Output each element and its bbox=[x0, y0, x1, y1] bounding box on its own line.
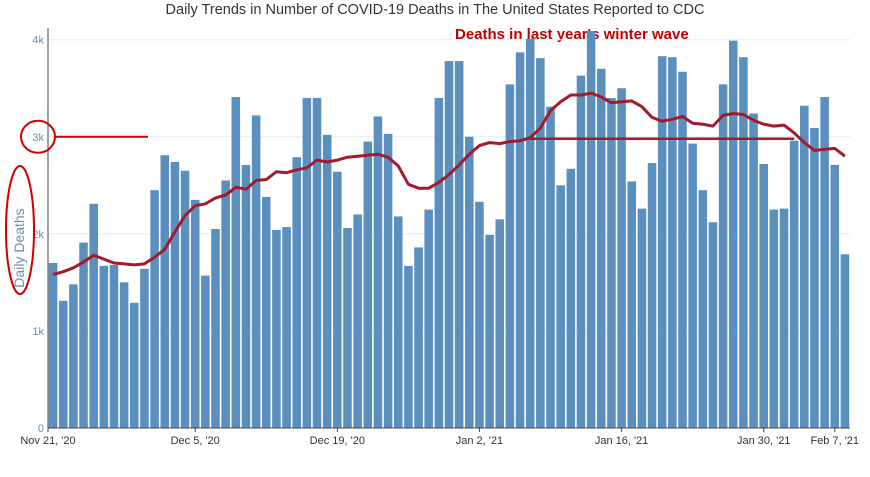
bar bbox=[221, 180, 230, 428]
bar bbox=[688, 143, 697, 428]
y-tick-label: 1k bbox=[32, 326, 44, 338]
bar bbox=[749, 113, 758, 429]
bar bbox=[597, 68, 606, 428]
bar bbox=[99, 265, 109, 428]
bar bbox=[617, 88, 626, 429]
bar bbox=[201, 275, 210, 428]
bar bbox=[373, 116, 383, 429]
bar bbox=[48, 262, 58, 428]
x-tick-label: Jan 30, '21 bbox=[737, 435, 790, 447]
bar bbox=[89, 203, 98, 428]
bar bbox=[130, 302, 139, 428]
bar bbox=[333, 171, 342, 429]
bar bbox=[708, 222, 718, 428]
bar bbox=[485, 234, 494, 428]
bar bbox=[698, 190, 708, 428]
bar bbox=[444, 61, 454, 428]
axes: 0 1k 2k 3k 4k Nov 21, '20 Dec 5, '20 Dec 19, '2… bbox=[20, 28, 859, 447]
bar bbox=[495, 219, 505, 428]
bar bbox=[292, 157, 301, 429]
bar bbox=[261, 196, 271, 428]
bar bbox=[424, 209, 433, 428]
x-tick-label: Dec 5, '20 bbox=[171, 435, 220, 447]
y-tick-label: 2k bbox=[32, 229, 44, 241]
bar bbox=[454, 61, 464, 428]
bar bbox=[525, 38, 535, 429]
bar bbox=[251, 115, 261, 429]
y-label-highlight-ellipse bbox=[5, 165, 35, 295]
bar bbox=[647, 162, 657, 429]
bar bbox=[180, 170, 190, 428]
bar bbox=[556, 185, 565, 428]
bar bbox=[800, 105, 809, 428]
bar bbox=[119, 282, 129, 428]
bar bbox=[79, 242, 88, 428]
bar bbox=[728, 40, 738, 429]
bar bbox=[363, 141, 373, 428]
bar bbox=[353, 214, 362, 428]
bar bbox=[58, 300, 68, 428]
y-tick-label: 0 bbox=[38, 423, 44, 435]
bar bbox=[69, 284, 78, 428]
bar bbox=[637, 208, 647, 428]
bar bbox=[505, 84, 515, 429]
bar bbox=[820, 96, 829, 429]
bar bbox=[678, 71, 687, 429]
bar bbox=[404, 265, 413, 428]
x-tick-label: Jan 16, '21 bbox=[595, 435, 648, 447]
bar bbox=[282, 227, 291, 428]
bar bbox=[322, 134, 332, 428]
bar bbox=[769, 209, 779, 428]
bar bbox=[779, 208, 789, 428]
bar bbox=[627, 181, 637, 428]
bar bbox=[718, 84, 728, 429]
y-tick-label: 3k bbox=[32, 132, 44, 144]
bar bbox=[475, 201, 484, 428]
bar bbox=[312, 97, 322, 428]
bar bbox=[739, 57, 748, 429]
bar bbox=[465, 136, 474, 428]
bar bbox=[515, 52, 525, 428]
bar bbox=[140, 268, 149, 428]
bar bbox=[586, 30, 596, 428]
x-tick-label: Feb 7, '21 bbox=[810, 435, 859, 447]
bar bbox=[160, 155, 170, 428]
bar bbox=[789, 140, 799, 428]
bar bbox=[434, 97, 444, 428]
bar bbox=[272, 229, 281, 428]
bar bbox=[759, 163, 768, 428]
y-tick-label: 4k bbox=[32, 35, 44, 47]
bar bbox=[383, 133, 393, 428]
bar bbox=[393, 216, 403, 428]
annotation-overlay bbox=[5, 91, 846, 295]
bar bbox=[231, 96, 241, 429]
seven-day-average-line bbox=[52, 91, 846, 277]
bar bbox=[657, 56, 667, 429]
bar bbox=[170, 162, 180, 428]
bar bbox=[414, 247, 423, 428]
bar bbox=[150, 190, 159, 428]
chart-title: Daily Trends in Number of COVID-19 Death… bbox=[165, 2, 705, 18]
bar bbox=[810, 128, 819, 429]
bar bbox=[566, 168, 576, 428]
x-tick-label: Nov 21, '20 bbox=[20, 435, 75, 447]
bar bbox=[830, 164, 840, 428]
x-tick-label: Dec 19, '20 bbox=[310, 435, 365, 447]
bar bbox=[607, 97, 616, 428]
bar bbox=[343, 228, 352, 428]
bar bbox=[241, 164, 251, 428]
winter-wave-annotation: Deaths in last year's winter wave bbox=[455, 26, 689, 43]
bar bbox=[109, 264, 119, 428]
bar bbox=[190, 199, 200, 428]
bar bbox=[840, 254, 850, 428]
bar bbox=[536, 58, 545, 429]
bar bbox=[546, 106, 555, 428]
x-tick-label: Jan 2, '21 bbox=[456, 435, 503, 447]
bar bbox=[576, 75, 586, 428]
bar bbox=[302, 97, 312, 428]
bar-series bbox=[48, 30, 850, 429]
bar bbox=[211, 229, 220, 428]
bar bbox=[668, 57, 677, 429]
